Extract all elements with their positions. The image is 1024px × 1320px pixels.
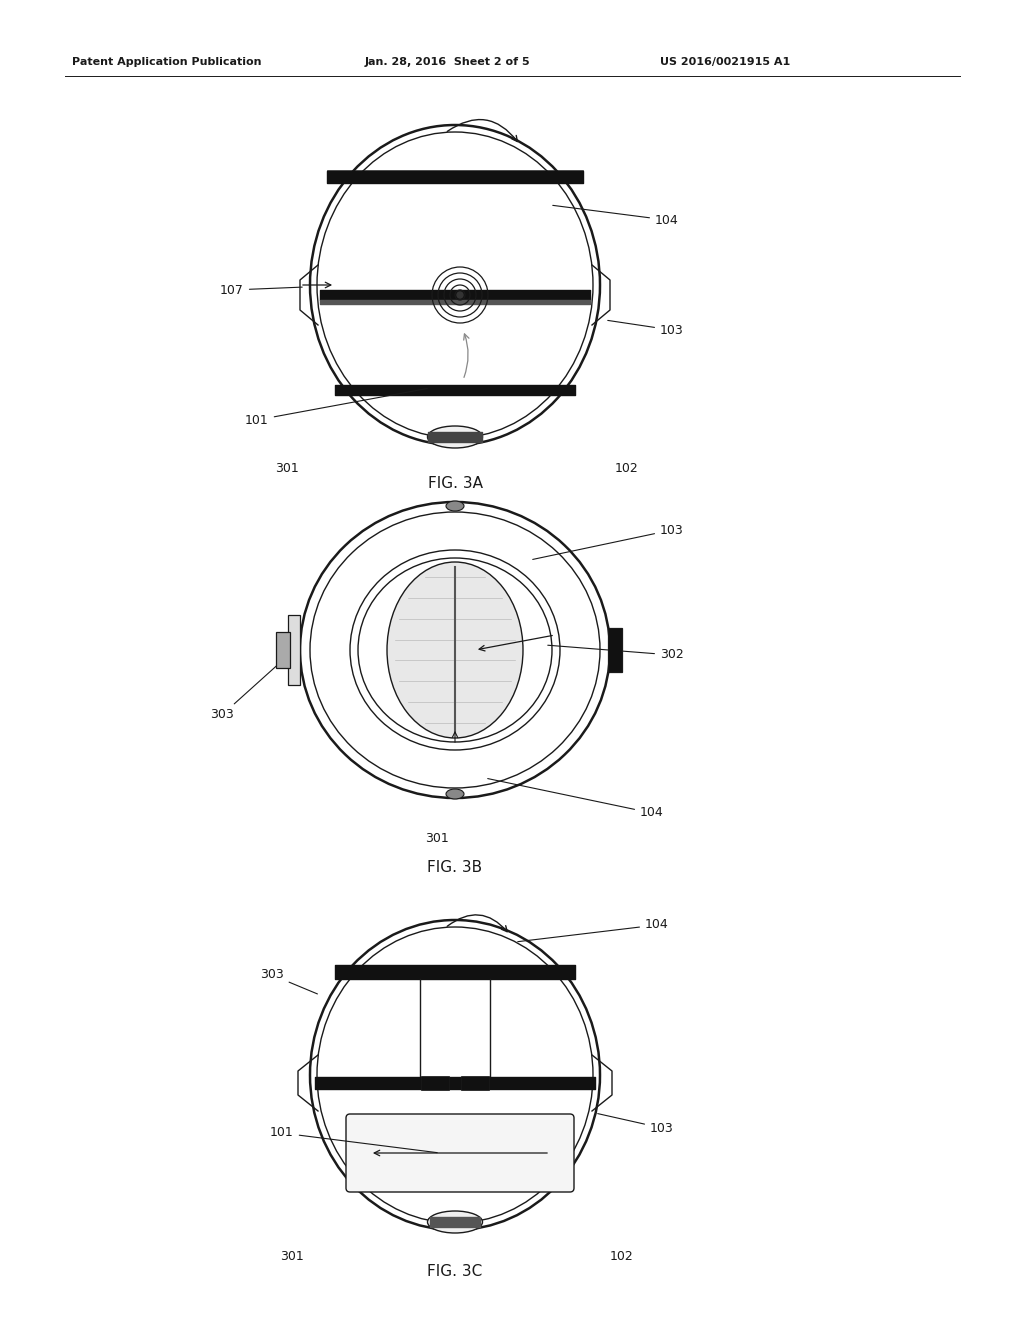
Bar bbox=[608, 628, 622, 672]
Ellipse shape bbox=[446, 502, 464, 511]
Text: 101: 101 bbox=[270, 1126, 437, 1152]
Text: 303: 303 bbox=[210, 661, 281, 722]
Ellipse shape bbox=[387, 562, 523, 738]
Text: 102: 102 bbox=[610, 1250, 634, 1263]
Text: 301: 301 bbox=[280, 1250, 304, 1263]
Text: 301: 301 bbox=[425, 832, 449, 845]
Text: Jan. 28, 2016  Sheet 2 of 5: Jan. 28, 2016 Sheet 2 of 5 bbox=[365, 57, 530, 67]
Ellipse shape bbox=[446, 789, 464, 799]
Text: 104: 104 bbox=[518, 919, 669, 941]
Text: FIG. 3C: FIG. 3C bbox=[427, 1265, 482, 1279]
Text: 302: 302 bbox=[548, 645, 684, 661]
Text: 102: 102 bbox=[615, 462, 639, 475]
Text: Patent Application Publication: Patent Application Publication bbox=[72, 57, 261, 67]
Bar bbox=[276, 632, 290, 668]
Text: 104: 104 bbox=[553, 206, 679, 227]
Bar bbox=[288, 615, 300, 685]
Text: 101: 101 bbox=[245, 388, 427, 426]
Text: 301: 301 bbox=[275, 462, 299, 475]
Ellipse shape bbox=[427, 426, 482, 447]
Ellipse shape bbox=[427, 1210, 482, 1233]
Text: 107: 107 bbox=[220, 284, 302, 297]
Text: 103: 103 bbox=[532, 524, 684, 560]
Circle shape bbox=[457, 292, 463, 298]
Text: 104: 104 bbox=[487, 779, 664, 820]
Text: FIG. 3B: FIG. 3B bbox=[427, 861, 482, 875]
Text: 103: 103 bbox=[608, 321, 684, 337]
Text: 103: 103 bbox=[598, 1114, 674, 1134]
Text: 303: 303 bbox=[260, 969, 317, 994]
Text: FIG. 3A: FIG. 3A bbox=[427, 475, 482, 491]
Bar bbox=[461, 1076, 489, 1090]
Bar bbox=[421, 1076, 449, 1090]
FancyBboxPatch shape bbox=[346, 1114, 574, 1192]
Text: US 2016/0021915 A1: US 2016/0021915 A1 bbox=[660, 57, 791, 67]
